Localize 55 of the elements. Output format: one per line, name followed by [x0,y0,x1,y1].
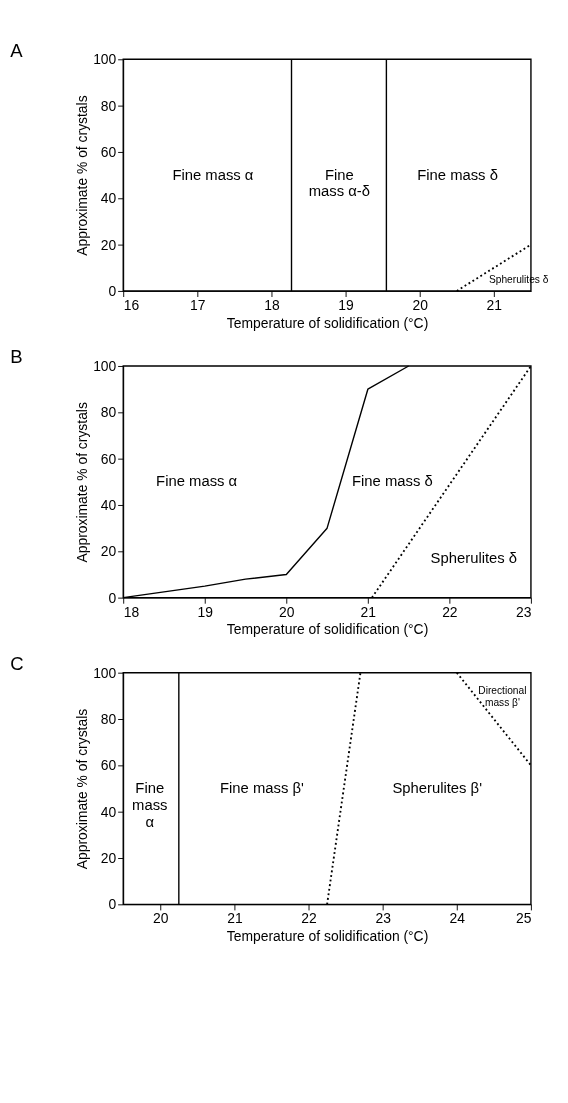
y-tick-label: 80 [100,711,117,728]
x-tick-label: 24 [449,910,466,927]
chart-title: A [10,39,24,61]
y-tick-label: 20 [100,850,117,867]
y-tick-label: 60 [100,144,117,161]
x-tick-label: 20 [153,910,169,927]
y-tick-label: 20 [100,236,117,253]
y-tick-label: 60 [100,757,117,774]
y-tick-label: 100 [93,664,117,681]
y-tick-label: 60 [100,450,117,467]
x-tick-label: 23 [515,603,532,620]
y-tick-label: 80 [100,404,117,421]
x-tick-label: 18 [264,296,280,313]
annotation: Fine mass δ [351,473,433,490]
x-tick-label: 20 [412,296,429,313]
x-axis-title: Temperature of solidification (°C) [226,927,429,944]
x-tick-label: 18 [123,603,140,620]
x-axis-title: Temperature of solidification (°C) [226,314,429,331]
annotation: Spherulites δ [430,549,518,566]
y-tick-label: 20 [100,543,117,560]
y-axis-title: Approximate % of crystals [73,95,90,256]
y-tick-label: 100 [93,358,117,375]
x-tick-label: 21 [360,603,377,620]
y-tick-label: 0 [108,896,117,913]
annotation: Fine mass α [132,780,168,830]
y-tick-label: 40 [100,190,117,207]
x-axis-title: Temperature of solidification (°C) [226,621,429,638]
chart-title: C [10,652,24,674]
annotation: Fine mass δ [417,166,498,183]
x-tick-label: 21 [486,296,503,313]
y-tick-label: 40 [100,497,117,514]
y-tick-label: 80 [100,97,117,114]
y-tick-label: 100 [93,51,117,68]
annotation: Fine mass β' [219,780,304,797]
x-tick-label: 19 [197,603,214,620]
annotation: Directional mass β' [478,685,527,709]
y-axis-title: Approximate % of crystals [73,708,90,870]
x-tick-label: 17 [190,296,206,313]
y-tick-label: 0 [108,283,117,300]
annotation: Fine mass α-δ [308,166,370,200]
y-tick-label: 0 [108,589,117,606]
y-tick-label: 40 [100,803,117,820]
x-tick-label: 22 [301,910,318,927]
annotation: Fine mass α [156,473,238,490]
annotation: Fine mass α [172,166,254,183]
x-tick-label: 20 [279,603,295,620]
chart-title: B [10,346,23,368]
x-tick-label: 19 [338,296,355,313]
x-tick-label: 21 [227,910,243,927]
annotation: Spherulites β' [392,780,483,797]
x-tick-label: 23 [375,910,392,927]
x-tick-label: 22 [442,603,458,620]
x-tick-label: 25 [515,910,532,927]
y-axis-title: Approximate % of crystals [73,402,90,563]
x-tick-label: 16 [123,296,140,313]
